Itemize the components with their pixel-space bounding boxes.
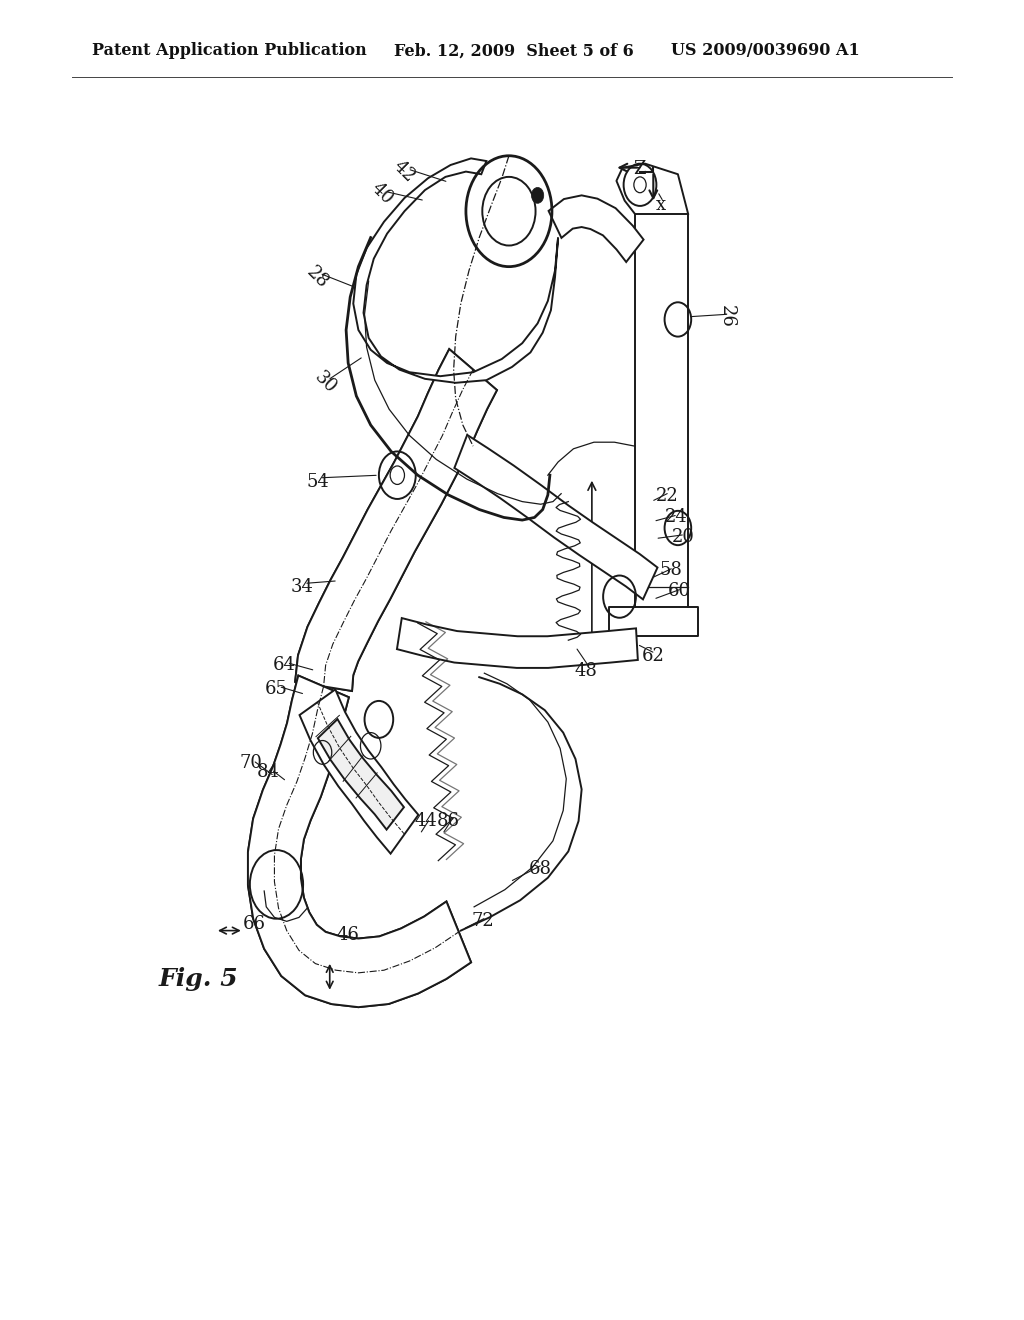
Text: 54: 54: [306, 473, 329, 491]
Text: 20: 20: [672, 528, 694, 546]
Polygon shape: [549, 195, 643, 261]
Polygon shape: [317, 719, 403, 829]
Text: 68: 68: [529, 859, 552, 878]
Text: 72: 72: [472, 912, 495, 931]
Text: 46: 46: [337, 925, 359, 944]
Text: 40: 40: [368, 180, 396, 209]
Text: 58: 58: [659, 561, 682, 579]
Text: 66: 66: [243, 915, 265, 933]
Text: Z: Z: [634, 160, 646, 178]
Text: x: x: [655, 195, 666, 214]
Polygon shape: [353, 158, 558, 383]
Text: 24: 24: [665, 508, 687, 527]
Polygon shape: [295, 348, 497, 690]
Text: 48: 48: [574, 661, 597, 680]
Text: Feb. 12, 2009  Sheet 5 of 6: Feb. 12, 2009 Sheet 5 of 6: [394, 42, 634, 59]
Text: 30: 30: [311, 368, 340, 397]
Polygon shape: [635, 214, 688, 607]
Polygon shape: [397, 618, 638, 668]
Text: 34: 34: [291, 578, 313, 597]
Text: Fig. 5: Fig. 5: [159, 968, 239, 991]
Text: 22: 22: [656, 487, 679, 506]
Text: Patent Application Publication: Patent Application Publication: [92, 42, 367, 59]
Circle shape: [531, 187, 544, 203]
Polygon shape: [455, 434, 657, 599]
Text: 64: 64: [273, 656, 296, 675]
Text: 86: 86: [437, 812, 460, 830]
Text: 70: 70: [240, 754, 262, 772]
Text: 44: 44: [415, 812, 437, 830]
Text: 65: 65: [265, 680, 288, 698]
Polygon shape: [300, 689, 419, 854]
Text: 42: 42: [390, 157, 419, 186]
Text: 60: 60: [668, 582, 690, 601]
Polygon shape: [295, 348, 497, 690]
Text: 26: 26: [718, 305, 736, 329]
Text: 28: 28: [303, 263, 332, 292]
Text: 62: 62: [642, 647, 665, 665]
Text: US 2009/0039690 A1: US 2009/0039690 A1: [671, 42, 859, 59]
Text: 84: 84: [257, 763, 280, 781]
Polygon shape: [248, 676, 471, 1007]
Polygon shape: [248, 676, 471, 1007]
